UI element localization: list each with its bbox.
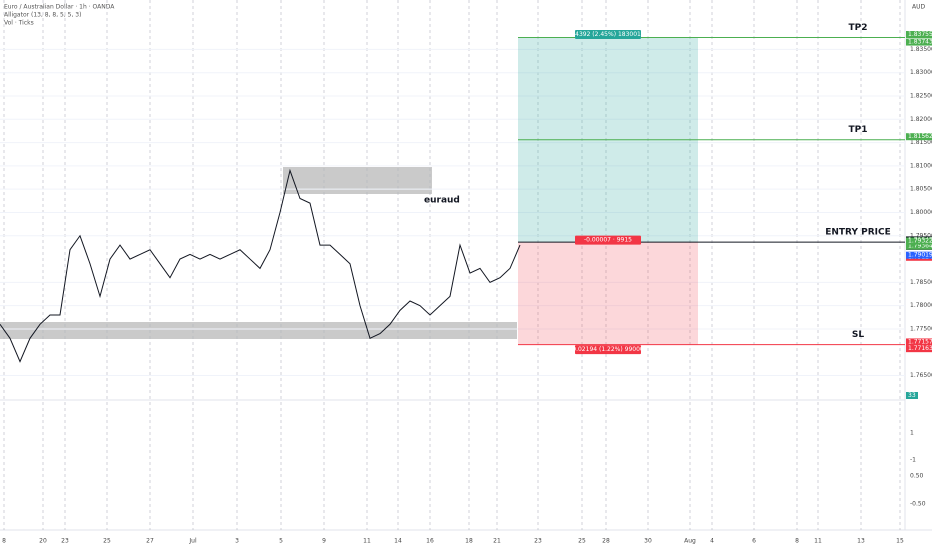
price-tag-bg [906,237,932,245]
price-tag-bg [906,242,932,250]
lower-axis-label: -0.50 [910,501,926,508]
indicator: Vol · Ticks [4,20,34,27]
price-tag-bg [906,31,932,39]
position-tag-bg [575,345,641,355]
lower-axis-label: 1 [910,430,914,437]
price-tag: 1.79019 [908,252,932,259]
price-tag-bg [906,38,932,46]
price-tag: 1.77157 [908,338,932,345]
lower-axis-label: -1 [910,457,916,464]
x-tick-label: 25 [578,538,586,545]
y-tick-label: 1.76500 [910,372,932,379]
x-tick-label: Aug [684,538,696,545]
y-tick-label: 1.78000 [910,302,932,309]
level-label: SL [852,330,864,340]
position-tag-bg [575,235,641,245]
x-tick-label: 5 [279,538,283,545]
y-tick-label: 1.79500 [910,232,932,239]
x-tick-label: 3 [235,538,239,545]
level-label: TP2 [849,23,868,33]
x-tick-label: 8 [2,538,6,545]
y-tick-label: 1.83000 [910,69,932,76]
x-tick-label: 9 [322,538,326,545]
x-tick-label: 15 [896,538,904,545]
position-tag: -0.00007 · 9915 [584,237,632,244]
x-tick-label: 11 [363,538,371,545]
y-tick-label: 1.81000 [910,162,932,169]
price-tag-bg [906,338,932,346]
x-tick-label: 18 [465,538,473,545]
x-tick-label: 30 [644,538,652,545]
volume-tag-bg [906,392,918,399]
price-tag-bg [906,251,932,259]
volume-tag: 33 [908,392,916,399]
x-tick-label: 23 [61,538,69,545]
y-tick-label: 1.83500 [910,46,932,53]
price-tag: 1.83755 [908,31,932,38]
x-tick-label: 4 [710,538,714,545]
level-label: ENTRY PRICE [825,228,891,238]
price-tag: 1.79364 [908,243,932,250]
x-tick-label: 11 [814,538,822,545]
price-tag: 1.81562 [908,133,932,140]
position-tag-bg [575,30,641,40]
y-tick-label: 1.81500 [910,139,932,146]
x-tick-label: Jul [188,538,197,545]
y-tick-label: 1.82000 [910,116,932,123]
x-tick-label: 21 [493,538,501,545]
price-tag: 1.83743 [908,39,932,46]
price-tag-bg [906,133,932,141]
level-label: TP1 [849,125,868,135]
x-tick-label: 27 [146,538,154,545]
x-tick-label: 28 [602,538,610,545]
x-tick-label: 14 [394,538,402,545]
x-tick-label: 20 [39,538,47,545]
price-line [0,168,521,363]
x-tick-label: 6 [752,538,756,545]
x-tick-label: 16 [426,538,434,545]
stop-zone [518,242,698,345]
demand-zone [0,322,517,339]
y-tick-label: 1.80000 [910,209,932,216]
y-tick-label: 1.77500 [910,325,932,332]
price-tag-bg [906,345,932,353]
x-tick-label: 8 [795,538,799,545]
x-tick-label: 23 [534,538,542,545]
position-tag: 0.04392 (2.45%) 183001.82 [566,31,651,38]
x-tick-label: 13 [857,538,865,545]
y-tick-label: 1.78500 [910,279,932,286]
lower-axis-label: 0.50 [910,473,924,480]
y-tick-label: 1.82500 [910,92,932,99]
symbol: Euro / Australian Dollar · 1h · OANDA [4,4,115,11]
x-tick-label: 25 [103,538,111,545]
y-tick-label: 1.80500 [910,186,932,193]
supply-zone [283,167,432,194]
currency: AUD [912,4,925,11]
price-tag: 1.79322 [908,238,932,245]
zone-label: euraud [424,196,460,206]
price-tag: 1.77163 [908,345,932,352]
position-tag: 0.02194 (1.22%) 99000 [572,346,644,353]
